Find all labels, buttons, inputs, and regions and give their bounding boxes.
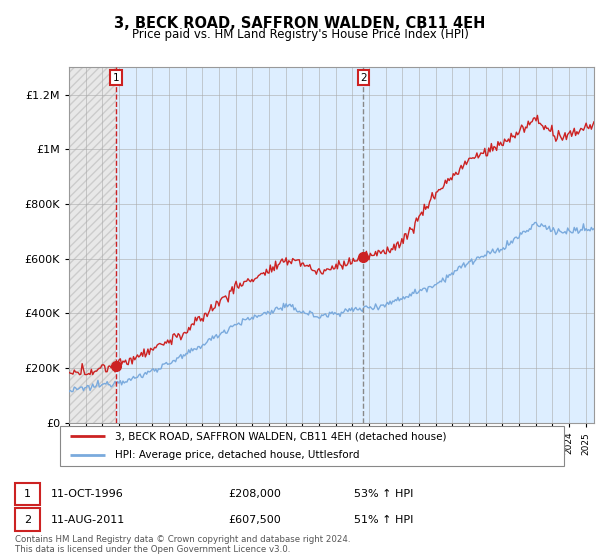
Text: 53% ↑ HPI: 53% ↑ HPI (354, 489, 413, 499)
Text: 3, BECK ROAD, SAFFRON WALDEN, CB11 4EH: 3, BECK ROAD, SAFFRON WALDEN, CB11 4EH (115, 16, 485, 31)
Text: £208,000: £208,000 (228, 489, 281, 499)
Text: 2: 2 (24, 515, 31, 525)
Bar (116, 67, 594, 423)
FancyBboxPatch shape (60, 426, 564, 466)
Text: 1: 1 (113, 73, 119, 82)
Bar (69, 67, 116, 423)
Text: 11-AUG-2011: 11-AUG-2011 (51, 515, 125, 525)
Text: Contains HM Land Registry data © Crown copyright and database right 2024.: Contains HM Land Registry data © Crown c… (15, 534, 350, 544)
Text: 1: 1 (24, 489, 31, 499)
Text: 11-OCT-1996: 11-OCT-1996 (51, 489, 124, 499)
Text: £607,500: £607,500 (228, 515, 281, 525)
Text: 3, BECK ROAD, SAFFRON WALDEN, CB11 4EH (detached house): 3, BECK ROAD, SAFFRON WALDEN, CB11 4EH (… (115, 432, 447, 441)
Text: 2: 2 (360, 73, 367, 82)
Text: 51% ↑ HPI: 51% ↑ HPI (354, 515, 413, 525)
Text: Price paid vs. HM Land Registry's House Price Index (HPI): Price paid vs. HM Land Registry's House … (131, 28, 469, 41)
Text: HPI: Average price, detached house, Uttlesford: HPI: Average price, detached house, Uttl… (115, 450, 360, 460)
Text: This data is licensed under the Open Government Licence v3.0.: This data is licensed under the Open Gov… (15, 545, 290, 554)
